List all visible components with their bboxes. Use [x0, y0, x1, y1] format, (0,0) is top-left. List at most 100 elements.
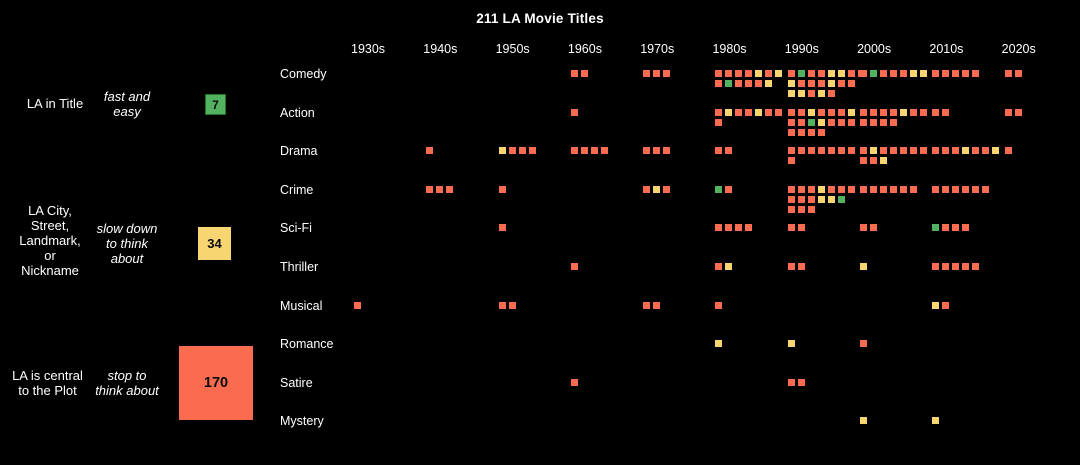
movie-square-yellow	[817, 118, 825, 126]
movie-square-green	[932, 224, 940, 232]
movie-square-orange	[827, 118, 835, 126]
decade-label-1930s: 1930s	[351, 42, 386, 56]
square-row	[787, 157, 860, 165]
genre-cells	[354, 262, 1077, 273]
square-row	[715, 262, 787, 270]
movie-square-yellow	[817, 195, 825, 203]
movie-square-orange	[807, 128, 815, 136]
movie-square-orange	[962, 262, 970, 270]
movie-square-orange	[827, 108, 835, 116]
movie-square-orange	[797, 224, 805, 232]
movie-square-orange	[870, 118, 878, 126]
square-row	[787, 128, 860, 136]
movie-square-orange	[952, 185, 960, 193]
cell-romance-1990s	[787, 340, 860, 350]
square-row	[787, 90, 860, 97]
decade-label-2010s: 2010s	[929, 42, 964, 56]
movie-square-orange	[962, 185, 970, 193]
square-row	[932, 224, 1004, 232]
legend-label-la-in-title: LA in Title	[26, 96, 84, 111]
cell-sci-fi-1960s	[571, 224, 643, 234]
square-row	[932, 301, 1004, 309]
cell-thriller-2020s	[1005, 263, 1077, 273]
cell-romance-1980s	[715, 340, 787, 350]
movie-square-orange	[807, 80, 815, 87]
movie-square-orange	[797, 205, 805, 213]
legend-count-green: 7	[212, 97, 219, 112]
genre-cells	[354, 417, 1077, 427]
movie-square-orange	[1014, 108, 1022, 116]
cell-mystery-1950s	[499, 417, 571, 427]
genre-row-thriller: Thriller	[280, 257, 1080, 296]
cell-musical-2020s	[1005, 302, 1077, 312]
movie-square-yellow	[992, 147, 1000, 155]
movie-square-yellow	[725, 262, 733, 270]
genre-cells	[354, 301, 1077, 312]
movie-square-orange	[860, 70, 868, 77]
movie-square-orange	[860, 118, 868, 126]
cell-drama-1940s	[426, 147, 498, 167]
movie-square-orange	[837, 108, 845, 116]
movie-square-orange	[807, 90, 815, 97]
movie-square-orange	[807, 147, 815, 155]
movie-square-orange	[570, 70, 578, 77]
cell-thriller-1990s	[787, 262, 860, 273]
movie-square-orange	[725, 224, 733, 232]
movie-square-orange	[827, 90, 835, 97]
square-row	[570, 262, 643, 270]
movie-square-orange	[942, 224, 950, 232]
movie-square-orange	[498, 224, 506, 232]
movie-square-orange	[900, 70, 908, 77]
movie-square-orange	[1004, 108, 1012, 116]
cell-drama-1930s	[354, 147, 426, 167]
cell-sci-fi-1950s	[498, 224, 571, 234]
movie-square-orange	[528, 147, 536, 155]
square-row	[715, 301, 787, 309]
cell-sci-fi-1930s	[354, 224, 426, 234]
cell-action-1970s	[643, 109, 715, 139]
cell-sci-fi-1940s	[426, 224, 498, 234]
movie-square-orange	[972, 147, 980, 155]
square-row	[787, 80, 860, 87]
genre-label: Mystery	[280, 414, 324, 429]
cell-sci-fi-2000s	[860, 224, 932, 234]
cell-mystery-1940s	[426, 417, 498, 427]
movie-square-orange	[860, 340, 868, 348]
cell-crime-1940s	[426, 185, 498, 216]
legend-count-orange: 170	[203, 375, 229, 391]
movie-square-orange	[715, 118, 723, 126]
movie-square-orange	[972, 262, 980, 270]
movie-square-orange	[847, 147, 855, 155]
square-row	[570, 70, 643, 77]
genre-row-sci-fi: Sci-Fi	[280, 218, 1080, 257]
movie-square-yellow	[797, 90, 805, 97]
movie-square-orange	[755, 80, 763, 87]
cell-comedy-1940s	[426, 70, 498, 100]
cell-satire-1970s	[643, 379, 715, 389]
genre-label: Satire	[280, 375, 313, 390]
movie-square-green	[715, 185, 723, 193]
movie-square-orange	[518, 147, 526, 155]
cell-action-2000s	[860, 108, 932, 139]
movie-square-orange	[775, 108, 783, 116]
cell-musical-1990s	[788, 302, 860, 312]
cell-sci-fi-1990s	[787, 224, 860, 234]
movie-square-orange	[643, 185, 651, 193]
cell-romance-2010s	[932, 340, 1004, 350]
movie-square-orange	[952, 262, 960, 270]
movie-square-orange	[643, 147, 651, 155]
genre-row-action: Action	[280, 103, 1080, 142]
movie-square-orange	[508, 147, 516, 155]
cell-musical-1970s	[643, 301, 715, 312]
movie-square-green	[725, 80, 733, 87]
movie-square-orange	[725, 185, 733, 193]
movie-square-green	[837, 195, 845, 203]
movie-square-orange	[745, 108, 753, 116]
genre-cells	[354, 108, 1077, 139]
movie-square-orange	[426, 147, 434, 155]
cell-thriller-1960s	[570, 262, 643, 273]
square-row	[715, 147, 787, 155]
movie-square-orange	[600, 147, 608, 155]
movie-square-orange	[787, 205, 795, 213]
cell-thriller-1940s	[426, 263, 498, 273]
